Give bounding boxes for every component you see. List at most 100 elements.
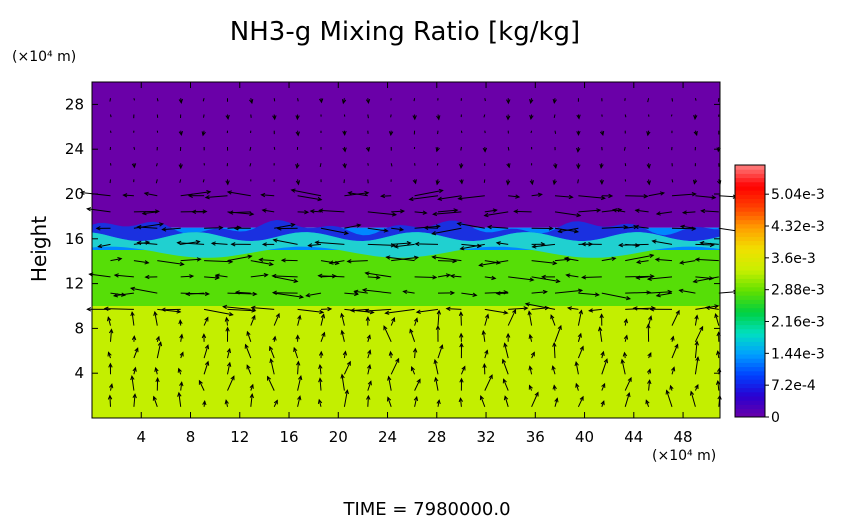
wind-vector bbox=[319, 365, 322, 375]
wind-vector-head bbox=[459, 377, 464, 383]
wind-vector bbox=[652, 240, 673, 245]
wind-vector-head bbox=[412, 179, 417, 185]
wind-vector bbox=[575, 362, 579, 375]
wind-vector-head bbox=[388, 131, 394, 137]
wind-vector-head bbox=[435, 224, 441, 229]
colorbar-segment bbox=[735, 282, 765, 288]
x-tick-label: 32 bbox=[476, 428, 495, 446]
colorbar-segment bbox=[735, 307, 765, 313]
wind-vector bbox=[178, 392, 182, 407]
x-unit-label: (×10⁴ m) bbox=[652, 448, 716, 464]
wind-vector-head bbox=[635, 275, 641, 280]
wind-vector bbox=[624, 392, 630, 407]
colorbar-tick-label: 2.88e-3 bbox=[771, 283, 825, 299]
wind-vector bbox=[341, 313, 345, 326]
wind-vector-head bbox=[318, 208, 324, 213]
wind-vector bbox=[203, 345, 209, 359]
colorbar-segment bbox=[735, 253, 765, 258]
colorbar-tick-label: 3.6e-3 bbox=[771, 251, 816, 267]
wind-vector bbox=[700, 242, 719, 245]
wind-vector bbox=[701, 210, 719, 213]
wind-vector-head bbox=[400, 209, 406, 214]
wind-vector-head bbox=[214, 273, 220, 278]
wind-vector-head bbox=[318, 377, 323, 383]
wind-vector bbox=[670, 114, 673, 117]
wind-vector-head bbox=[388, 350, 394, 356]
wind-vector bbox=[671, 179, 674, 183]
colorbar-segment bbox=[735, 198, 765, 204]
wind-vector bbox=[715, 313, 720, 326]
colorbar-frame bbox=[734, 164, 766, 418]
wind-vector-head bbox=[598, 326, 603, 332]
wind-vector-head bbox=[86, 307, 92, 312]
colorbar-tick-label: 4.32e-3 bbox=[771, 219, 825, 235]
wind-vector bbox=[482, 330, 486, 342]
wind-vector-head bbox=[269, 345, 274, 351]
wind-vector-head bbox=[649, 253, 655, 259]
wind-vector bbox=[564, 257, 579, 262]
wind-vector bbox=[227, 227, 241, 229]
wind-vector-head bbox=[503, 395, 509, 401]
wind-vector bbox=[297, 361, 299, 375]
wind-vector bbox=[367, 350, 371, 359]
wind-vector-head bbox=[267, 375, 272, 381]
wind-vector bbox=[110, 258, 122, 262]
colorbar-segment bbox=[735, 320, 765, 326]
wind-vector bbox=[297, 375, 302, 391]
wind-vector bbox=[259, 259, 275, 262]
wind-vector-head bbox=[622, 351, 628, 357]
wind-vector-head bbox=[528, 365, 533, 371]
wind-vector-head bbox=[340, 312, 345, 318]
wind-vector-head bbox=[555, 278, 561, 284]
wind-vector-head bbox=[524, 302, 530, 307]
wind-vector bbox=[578, 292, 599, 296]
wind-vector bbox=[601, 209, 622, 213]
wind-vector bbox=[695, 195, 716, 199]
wind-vector-head bbox=[136, 240, 142, 246]
wind-vector-head bbox=[665, 389, 670, 395]
wind-vector bbox=[109, 98, 111, 102]
wind-vector-head bbox=[568, 194, 574, 200]
wind-vector-head bbox=[413, 255, 420, 261]
wind-vector bbox=[432, 256, 462, 262]
wind-vector-head bbox=[233, 226, 239, 231]
colorbar-segment bbox=[735, 219, 765, 225]
wind-vector-head bbox=[391, 316, 396, 322]
wind-vector bbox=[367, 163, 369, 166]
wind-vector-head bbox=[623, 334, 629, 340]
wind-vector-head bbox=[651, 239, 657, 244]
wind-vector-head bbox=[646, 163, 651, 170]
wind-vector bbox=[656, 292, 673, 297]
wind-vector-head bbox=[599, 163, 604, 169]
wind-vector-head bbox=[271, 290, 277, 295]
wind-vector-head bbox=[576, 130, 581, 136]
colorbar-segment bbox=[735, 312, 765, 317]
wind-vector bbox=[487, 226, 509, 229]
wind-vector bbox=[297, 315, 301, 326]
wind-vector-head bbox=[319, 309, 325, 315]
wind-vector bbox=[647, 276, 673, 280]
wind-vector bbox=[273, 313, 280, 326]
wind-vector bbox=[552, 366, 556, 375]
wind-vector bbox=[137, 226, 158, 229]
colorbar-segment bbox=[735, 249, 765, 254]
wind-vector-head bbox=[523, 306, 529, 311]
wind-vector-head bbox=[459, 342, 464, 348]
y-tick-label: 12 bbox=[65, 275, 84, 293]
wind-vector-head bbox=[695, 356, 700, 362]
wind-vector-head bbox=[406, 241, 412, 246]
wind-vector-head bbox=[261, 242, 267, 247]
wind-vector-head bbox=[632, 306, 638, 311]
y-tick-label: 28 bbox=[65, 95, 84, 113]
wind-vector-head bbox=[576, 212, 582, 218]
colorbar-segment bbox=[735, 354, 765, 359]
wind-vector bbox=[388, 376, 392, 391]
wind-vector bbox=[249, 163, 252, 167]
colorbar-segment bbox=[735, 232, 765, 237]
colorbar-segment bbox=[735, 324, 765, 330]
wind-vector-head bbox=[251, 308, 257, 313]
wind-vector-head bbox=[342, 163, 347, 169]
wind-vector bbox=[554, 130, 557, 134]
wind-vector-head bbox=[356, 223, 362, 228]
